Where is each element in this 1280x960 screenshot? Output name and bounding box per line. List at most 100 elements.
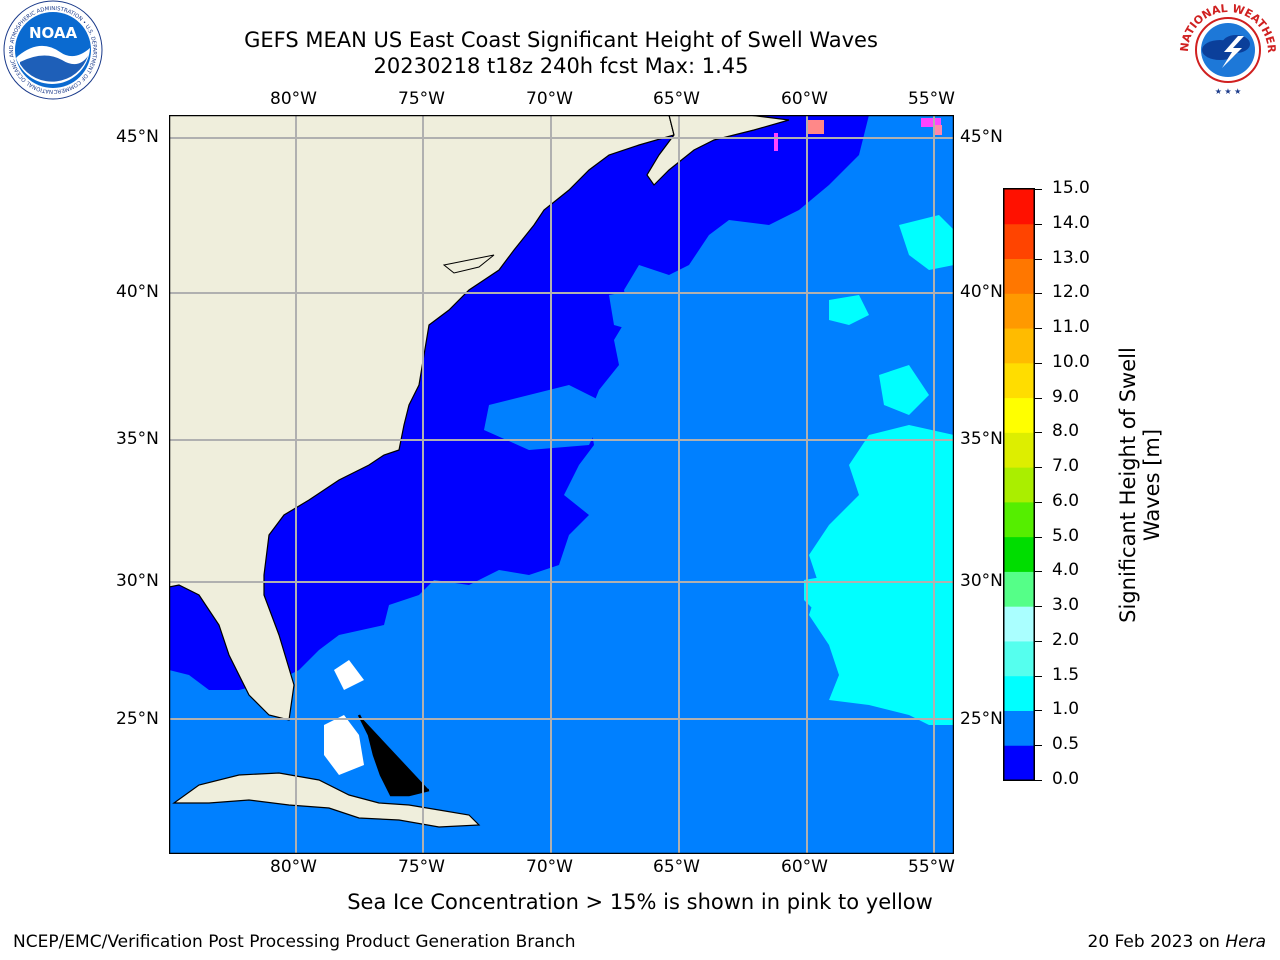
lon-tick-bottom: 80°W xyxy=(270,857,317,877)
colorbar-label-line1: Significant Height of Swell xyxy=(1116,347,1140,623)
lon-tick-bottom: 70°W xyxy=(526,857,573,877)
credit-text: NCEP/EMC/Verification Post Processing Pr… xyxy=(13,932,576,952)
colorbar-tick-label: 2.0 xyxy=(1052,629,1080,650)
colorbar-bin xyxy=(1004,536,1034,572)
lat-tick-left: 40°N xyxy=(116,282,159,302)
colorbar-tick-label: 10.0 xyxy=(1052,351,1090,372)
swell-height-map xyxy=(169,115,954,854)
sea-ice-patch xyxy=(934,125,942,135)
noaa-logo-text: NOAA xyxy=(29,24,78,42)
lon-tick-top: 75°W xyxy=(398,89,445,109)
colorbar-bin xyxy=(1004,571,1034,607)
ocean-mid-band xyxy=(169,115,954,854)
colorbar-tick-mark xyxy=(1035,571,1042,573)
colorbar-tick-mark xyxy=(1035,536,1042,538)
colorbar-bin xyxy=(1004,258,1034,294)
sea-ice-patch xyxy=(921,118,941,127)
colorbar-tick-mark xyxy=(1035,710,1042,712)
sea-ice-patch xyxy=(774,133,778,151)
colorbar-bin xyxy=(1004,745,1034,781)
ocean-mid-patch-central xyxy=(484,385,609,450)
colorbar-tick-mark xyxy=(1035,258,1042,260)
colorbar-tick-label: 8.0 xyxy=(1052,421,1080,442)
colorbar-label: Significant Height of Swell Waves [m] xyxy=(1116,275,1164,695)
date-text: 20 Feb 2023 on Hera xyxy=(1088,932,1266,952)
colorbar-tick-mark xyxy=(1035,223,1042,225)
noaa-logo: NOAA NATIONAL OCEANIC AND ATMOSPHERIC AD… xyxy=(0,0,103,100)
colorbar-tick-label: 6.0 xyxy=(1052,490,1080,511)
lon-tick-top: 65°W xyxy=(653,89,700,109)
colorbar-label-line2: Waves [m] xyxy=(1140,428,1164,542)
colorbar-tick-label: 3.0 xyxy=(1052,595,1080,616)
lon-tick-top: 80°W xyxy=(270,89,317,109)
colorbar-bin xyxy=(1004,362,1034,399)
ocean-high-patch-ne xyxy=(899,215,954,270)
date-value: 20 Feb 2023 on xyxy=(1087,932,1226,952)
colorbar-tick-label: 11.0 xyxy=(1052,317,1090,338)
land-cuba xyxy=(172,772,481,828)
colorbar-tick-label: 15.0 xyxy=(1052,178,1090,198)
colorbar-bin xyxy=(1004,467,1034,503)
ocean-high-patch-mid xyxy=(829,295,869,325)
lon-tick-top: 60°W xyxy=(781,89,828,109)
lat-tick-left: 25°N xyxy=(116,709,159,729)
lat-tick-left: 45°N xyxy=(116,127,159,147)
lon-tick-bottom: 65°W xyxy=(653,857,700,877)
colorbar-tick-label: 9.0 xyxy=(1052,386,1080,407)
map-gridlines xyxy=(169,115,954,854)
colorbar-tick-label: 5.0 xyxy=(1052,525,1080,546)
colorbar-tick-mark xyxy=(1035,328,1042,330)
colorbar-tick-label: 1.5 xyxy=(1052,664,1080,685)
lon-tick-bottom: 60°W xyxy=(781,857,828,877)
colorbar-bin xyxy=(1004,606,1034,642)
colorbar-bin xyxy=(1004,710,1034,746)
map-title: GEFS MEAN US East Coast Significant Heig… xyxy=(244,28,878,52)
colorbar-tick-mark xyxy=(1035,189,1042,190)
sea-ice-note: Sea Ice Concentration > 15% is shown in … xyxy=(347,890,933,914)
lat-tick-right: 35°N xyxy=(960,429,1003,449)
colorbar-tick-mark xyxy=(1035,362,1042,364)
colorbar-tick-mark xyxy=(1035,606,1042,608)
lat-tick-left: 30°N xyxy=(116,571,159,591)
colorbar-tick-label: 4.0 xyxy=(1052,560,1080,581)
colorbar-bin xyxy=(1004,328,1034,364)
lat-tick-right: 40°N xyxy=(960,282,1003,302)
colorbar-tick-label: 13.0 xyxy=(1052,247,1090,268)
land-nova-scotia xyxy=(646,115,790,186)
lon-tick-top: 70°W xyxy=(526,89,573,109)
colorbar-tick-mark xyxy=(1035,397,1042,399)
machine-name: Hera xyxy=(1225,932,1266,952)
colorbar-tick-label: 1.0 xyxy=(1052,699,1080,720)
colorbar-tick-label: 0.0 xyxy=(1052,769,1080,789)
colorbar-tick-mark xyxy=(1035,432,1042,434)
colorbar-tick-label: 0.5 xyxy=(1052,734,1080,755)
land-bahamas-north xyxy=(334,660,364,690)
colorbar-bin xyxy=(1004,501,1034,538)
lon-tick-top: 55°W xyxy=(908,89,955,109)
colorbar-bin xyxy=(1004,293,1034,329)
colorbar-bin xyxy=(1004,432,1034,468)
colorbar-tick-mark xyxy=(1035,467,1042,469)
colorbar-tick-label: 7.0 xyxy=(1052,456,1080,477)
sea-ice-patch xyxy=(806,120,824,134)
colorbar-tick-mark xyxy=(1035,293,1042,295)
lat-tick-right: 45°N xyxy=(960,127,1003,147)
ocean-high-patch-east xyxy=(879,365,929,415)
land-long-island xyxy=(442,254,495,274)
ocean-high-band xyxy=(809,425,954,725)
colorbar-tick-label: 14.0 xyxy=(1052,212,1090,233)
colorbar-tick-mark xyxy=(1035,501,1042,503)
colorbar-tick-mark xyxy=(1035,675,1042,677)
colorbar-tick-mark xyxy=(1035,640,1042,642)
colorbar-tick-mark xyxy=(1035,745,1042,747)
lat-tick-right: 30°N xyxy=(960,571,1003,591)
colorbar-bin xyxy=(1004,397,1034,433)
svg-text:★ ★ ★: ★ ★ ★ xyxy=(1215,87,1242,96)
colorbar-bin xyxy=(1004,223,1034,260)
lon-tick-bottom: 75°W xyxy=(398,857,445,877)
map-subtitle: 20230218 t18z 240h fcst Max: 1.45 xyxy=(373,54,749,78)
colorbar-bin xyxy=(1004,189,1034,225)
ocean-high-patch-south xyxy=(804,575,844,615)
colorbar-tick-label: 12.0 xyxy=(1052,282,1090,303)
lon-tick-bottom: 55°W xyxy=(908,857,955,877)
